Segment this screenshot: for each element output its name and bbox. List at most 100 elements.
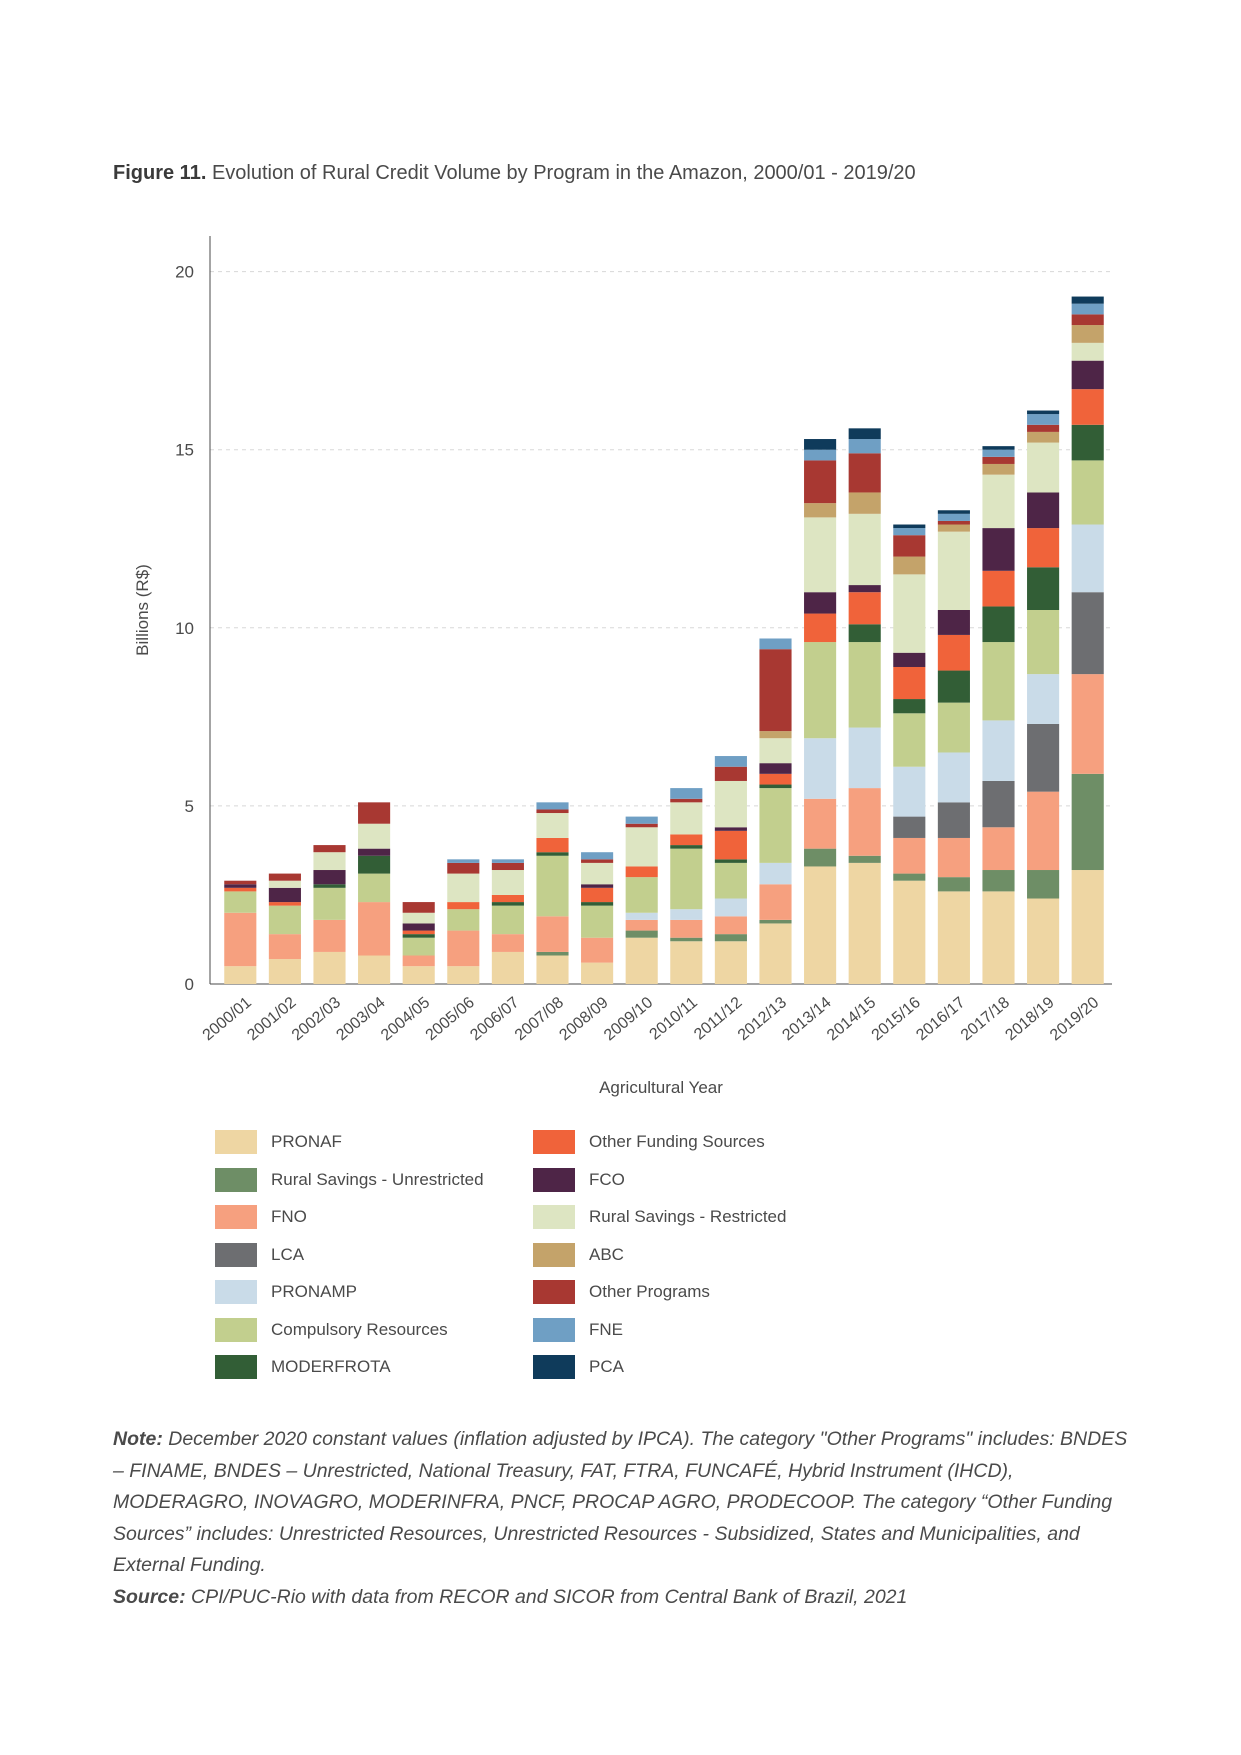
legend-label: PCA bbox=[589, 1357, 624, 1376]
bar-segment bbox=[714, 862, 747, 899]
x-tick-label: 2004/05 bbox=[378, 994, 433, 1044]
bar-segment bbox=[1071, 296, 1104, 304]
bar-segment bbox=[1027, 492, 1060, 529]
y-tick-label: 10 bbox=[175, 619, 194, 638]
legend-item: FNE bbox=[533, 1317, 623, 1342]
bar-segment bbox=[759, 773, 792, 785]
bar-segment bbox=[447, 966, 480, 984]
note-text: December 2020 constant values (inflation… bbox=[113, 1428, 1128, 1576]
legend-swatch bbox=[215, 1167, 257, 1192]
legend-label: LCA bbox=[271, 1244, 305, 1264]
legend-item: Other Funding Sources bbox=[533, 1130, 765, 1154]
bar-segment bbox=[625, 866, 658, 878]
bar-segment bbox=[759, 919, 792, 924]
bar-segment bbox=[358, 855, 391, 874]
bar-segment bbox=[982, 870, 1015, 892]
legend-item: LCA bbox=[215, 1242, 305, 1267]
bar-segment bbox=[1071, 342, 1104, 361]
legend-label: FCO bbox=[589, 1169, 625, 1189]
legend-label: Other Funding Sources bbox=[589, 1132, 765, 1151]
bar-segment bbox=[893, 766, 926, 817]
bar-segment bbox=[848, 585, 881, 593]
bar-segment bbox=[893, 574, 926, 653]
bar-segment bbox=[759, 649, 792, 732]
figure-label: Figure 11. bbox=[113, 162, 207, 184]
bar-segment bbox=[937, 520, 970, 525]
bar-segment bbox=[625, 919, 658, 931]
bar-segment bbox=[581, 859, 614, 863]
bar-segment bbox=[1027, 791, 1060, 871]
legend-swatch bbox=[533, 1242, 575, 1267]
bar-segment bbox=[1027, 898, 1060, 984]
bar-segment bbox=[536, 837, 569, 853]
bar-segment bbox=[1027, 870, 1060, 899]
bar-segment bbox=[937, 634, 970, 671]
bar-segment bbox=[937, 837, 970, 878]
bar-segment bbox=[714, 827, 747, 831]
bar-segment bbox=[1071, 314, 1104, 326]
bar-segment bbox=[982, 463, 1015, 475]
bar-segment bbox=[536, 916, 569, 952]
bar-segment bbox=[759, 738, 792, 764]
bar-segment bbox=[581, 962, 614, 984]
bar-segment bbox=[313, 852, 346, 871]
bar-segment bbox=[937, 531, 970, 610]
bar-segment bbox=[937, 510, 970, 514]
bar-segment bbox=[536, 955, 569, 984]
legend-label: Other Programs bbox=[589, 1282, 710, 1301]
bar-segment bbox=[759, 763, 792, 774]
bar-segment bbox=[982, 642, 1015, 721]
bar-segment bbox=[848, 592, 881, 625]
legend-item: Rural Savings - Unrestricted bbox=[215, 1167, 484, 1192]
bar-segment bbox=[224, 884, 257, 888]
legend-label: Rural Savings - Restricted bbox=[589, 1207, 787, 1226]
bar-segment bbox=[1027, 442, 1060, 493]
x-tick-label: 2008/09 bbox=[556, 994, 611, 1044]
figure-title-text: Evolution of Rural Credit Volume by Prog… bbox=[211, 162, 916, 184]
bar-segment bbox=[313, 884, 346, 888]
bar-segment bbox=[1027, 567, 1060, 610]
bar-segment bbox=[804, 613, 837, 643]
bar-segment bbox=[313, 887, 346, 920]
bar-segment bbox=[670, 941, 703, 984]
legend-label: MODERFROTA bbox=[271, 1357, 391, 1376]
legend-item: PRONAMP bbox=[215, 1280, 357, 1304]
legend-item: FNO bbox=[215, 1205, 307, 1229]
legend-label: PRONAMP bbox=[271, 1282, 357, 1301]
bar-segment bbox=[893, 880, 926, 984]
x-tick-label: 2012/13 bbox=[735, 994, 790, 1044]
y-axis-title: Billions (R$) bbox=[133, 564, 152, 656]
note-label: Note: bbox=[113, 1428, 163, 1450]
bar-segment bbox=[982, 780, 1015, 828]
legend-label: Compulsory Resources bbox=[271, 1319, 448, 1339]
bar-segment bbox=[670, 845, 703, 849]
bar-segment bbox=[358, 848, 391, 856]
bar-segment bbox=[848, 624, 881, 643]
legend-swatch bbox=[215, 1242, 257, 1267]
bar-segment bbox=[224, 887, 257, 892]
bar-segment bbox=[982, 446, 1015, 450]
bar-segment bbox=[893, 528, 926, 536]
bar-segment bbox=[893, 873, 926, 881]
bar-segment bbox=[402, 923, 435, 931]
bar-segment bbox=[1027, 528, 1060, 568]
bar-segment bbox=[625, 937, 658, 984]
bar-segment bbox=[893, 713, 926, 767]
legend-swatch bbox=[215, 1205, 257, 1229]
legend-item: FCO bbox=[533, 1167, 625, 1192]
bar-segment bbox=[804, 517, 837, 593]
bar-segment bbox=[1071, 303, 1104, 315]
legend-swatch bbox=[533, 1205, 575, 1229]
bar-segment bbox=[937, 877, 970, 892]
bar-segment bbox=[358, 823, 391, 849]
x-tick-label: 2014/15 bbox=[824, 994, 879, 1044]
bar-segment bbox=[670, 788, 703, 799]
y-tick-label: 0 bbox=[185, 975, 194, 994]
bar-segment bbox=[1071, 674, 1104, 774]
legend-item: Other Programs bbox=[533, 1280, 710, 1304]
bar-segment bbox=[1071, 592, 1104, 675]
bar-segment bbox=[714, 756, 747, 767]
bar-segment bbox=[804, 738, 837, 799]
x-tick-label: 2013/14 bbox=[779, 994, 834, 1044]
bar-segment bbox=[581, 884, 614, 888]
